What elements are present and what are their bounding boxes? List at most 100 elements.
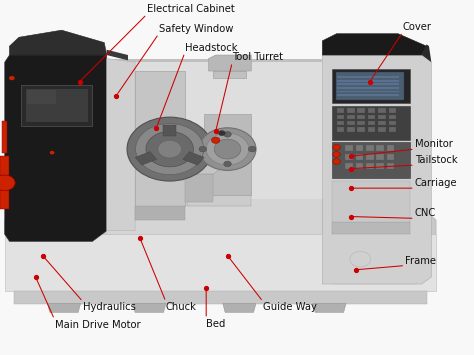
Bar [118,211,374,215]
Circle shape [50,151,55,154]
Text: Headstock: Headstock [185,43,237,53]
Polygon shape [14,291,427,304]
Bar [378,115,386,119]
Bar [389,127,396,132]
Bar [387,154,394,160]
Polygon shape [332,234,417,284]
Text: Bed: Bed [206,319,226,329]
Text: Main Drive Motor: Main Drive Motor [55,320,140,329]
Bar [366,163,374,169]
Circle shape [333,152,340,157]
Text: Frame: Frame [405,256,436,266]
Circle shape [146,131,193,167]
Circle shape [0,175,15,191]
Circle shape [136,124,204,175]
Bar [387,163,394,169]
Bar [368,121,375,125]
Polygon shape [135,62,322,199]
Bar [332,181,410,222]
Bar [337,94,399,96]
Bar [347,121,355,125]
Polygon shape [332,222,410,234]
Polygon shape [133,304,166,312]
Polygon shape [135,206,185,220]
Polygon shape [209,55,251,71]
Bar [376,145,384,151]
Bar [368,108,375,113]
Bar [345,145,353,151]
Bar [347,127,355,132]
Polygon shape [135,71,185,206]
Polygon shape [163,125,176,136]
Circle shape [214,139,241,159]
Polygon shape [5,199,436,248]
Bar [366,154,374,160]
Polygon shape [183,152,204,165]
Polygon shape [422,44,431,62]
Polygon shape [322,34,427,55]
Circle shape [333,159,340,164]
Polygon shape [5,55,107,241]
Polygon shape [204,114,251,195]
Text: Safety Window: Safety Window [159,24,233,34]
Bar [389,121,396,125]
Polygon shape [223,304,256,312]
Circle shape [333,144,340,150]
Circle shape [224,131,231,137]
Bar [118,202,374,206]
Bar [356,154,363,160]
Bar [357,127,365,132]
Bar [376,154,384,160]
Polygon shape [322,55,431,284]
Bar [356,163,363,169]
Polygon shape [185,174,213,202]
Bar [368,115,375,119]
Bar [118,227,374,231]
Polygon shape [185,165,223,174]
Bar [345,163,353,169]
Bar [389,108,396,113]
Polygon shape [47,304,81,312]
Text: Carriage: Carriage [415,178,457,188]
Polygon shape [313,304,346,312]
Bar [347,108,355,113]
Bar [26,89,88,122]
Bar [376,163,384,169]
Bar [118,219,374,223]
Bar [389,115,396,119]
Text: Electrical Cabinet: Electrical Cabinet [147,4,235,14]
Bar [332,69,410,103]
Bar [337,108,344,113]
Circle shape [158,140,182,158]
Text: Chuck: Chuck [166,302,197,312]
Text: Tool Turret: Tool Turret [232,52,283,62]
Bar [357,108,365,113]
Circle shape [219,131,225,136]
Bar [336,72,404,100]
Bar [337,87,399,89]
Text: Guide Way: Guide Way [263,302,317,312]
Circle shape [127,117,212,181]
Polygon shape [0,156,9,209]
Bar [356,145,363,151]
Polygon shape [107,59,135,231]
Text: Hydraulics: Hydraulics [83,302,136,312]
Bar [332,106,410,140]
Text: Monitor: Monitor [415,139,453,149]
Bar [387,145,394,151]
Bar [368,127,375,132]
Text: CNC: CNC [415,208,436,218]
Bar [337,83,399,85]
Circle shape [206,133,249,165]
Circle shape [9,76,15,80]
Bar [357,115,365,119]
Bar [345,154,353,160]
Bar [337,115,344,119]
Polygon shape [5,234,436,291]
Bar [378,108,386,113]
Circle shape [211,137,220,143]
Circle shape [224,161,231,167]
Text: Cover: Cover [403,22,432,32]
Polygon shape [9,30,107,55]
Bar [378,127,386,132]
